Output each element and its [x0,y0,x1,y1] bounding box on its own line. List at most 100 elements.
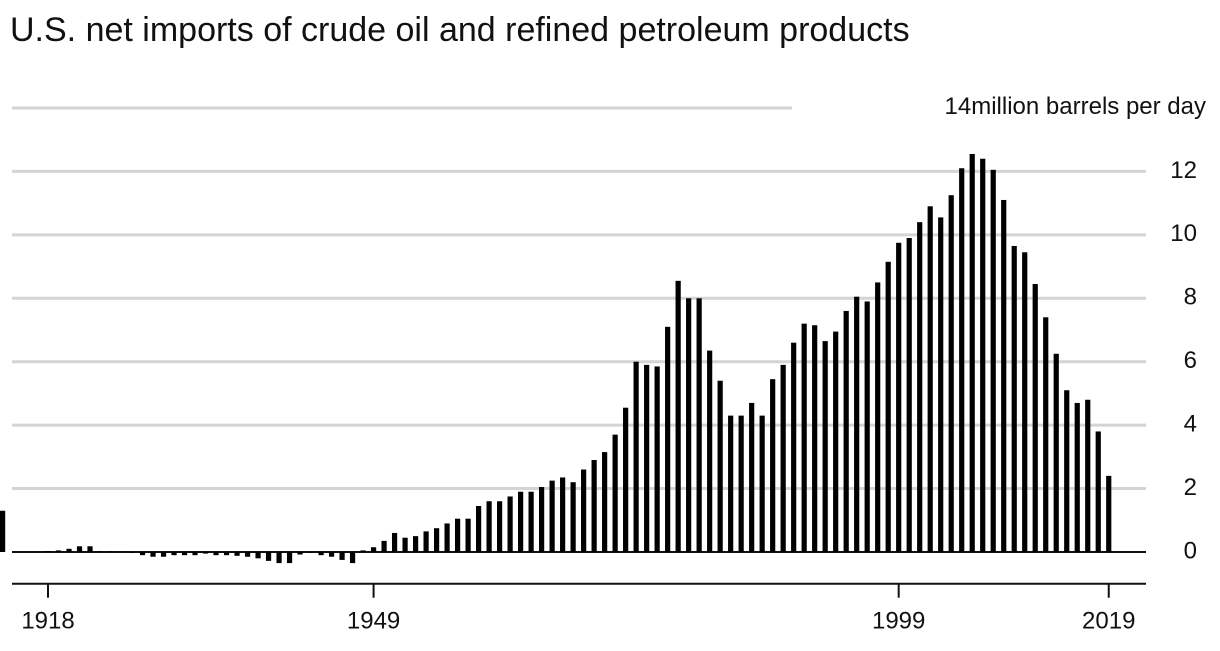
bar [623,407,629,552]
y-tick-label: 0 [1184,537,1197,564]
bar [507,496,513,552]
bar [486,501,492,552]
bar [581,469,587,552]
bar [1011,245,1017,552]
bar [192,551,198,556]
bar [665,326,671,552]
bar [602,452,608,552]
bar [1032,284,1038,552]
y-axis-label: million barrels per day [971,93,1206,120]
bar [402,537,408,552]
bar [444,523,450,552]
bar [1053,353,1059,552]
bar [791,342,797,552]
bar [854,296,860,552]
bar [139,551,146,556]
y-tick-label: 14 [945,93,972,120]
bar [875,282,881,552]
bar [833,331,839,552]
bar [906,238,912,552]
bar [476,506,482,552]
bar [1001,199,1007,552]
bar [938,217,944,552]
bar [108,551,114,552]
bar [381,540,387,552]
x-tick-label: 1949 [347,607,400,634]
bar [728,415,734,552]
bar [265,551,272,561]
bar [1106,475,1112,552]
bar [518,491,524,552]
bar [780,364,786,552]
bar [150,551,156,557]
bar [181,551,188,556]
bar [948,195,954,552]
bar [812,325,818,552]
bar [276,551,282,564]
bar [360,550,366,552]
bar [717,380,723,552]
bar [318,551,324,556]
bar [549,480,555,552]
bar [591,460,597,552]
bar [675,280,681,552]
y-tick-label: 2 [1184,474,1197,501]
bar [171,551,177,556]
y-tick-label: 6 [1184,347,1197,374]
bar [1085,399,1091,552]
y-tick-label: 10 [1170,220,1197,247]
bar [885,261,891,552]
bar [234,551,240,556]
bar [927,206,933,552]
bar [1095,431,1101,552]
bar [560,477,566,552]
bar [465,518,471,552]
bar [202,551,209,554]
bar [286,551,293,564]
bar [255,551,261,559]
bar [633,361,639,552]
bar [1064,390,1070,552]
bar [1074,402,1080,552]
bar [328,551,335,557]
bar [822,341,828,552]
bar [213,551,219,556]
bar [770,379,776,552]
bar [990,169,996,552]
bar [686,298,692,552]
bar [97,551,104,552]
bar [696,298,702,552]
bar [969,153,975,552]
bar [612,434,618,552]
bar [349,551,356,564]
bar [644,364,650,552]
bar [412,536,419,552]
bar [707,350,713,552]
y-tick-label: 8 [1184,284,1197,311]
y-tick-label: 4 [1184,410,1197,437]
bar [129,551,135,553]
y-axis-label-group: 14million barrels per day [945,93,1206,120]
bar [339,551,345,560]
bar [980,158,986,552]
bar [297,551,303,555]
bar [497,501,503,552]
chart-title: U.S. net imports of crude oil and refine… [10,11,910,49]
bar [959,168,965,552]
bar [244,551,251,557]
bar [738,415,744,552]
bar [307,551,314,553]
bar [570,482,576,552]
bar [370,547,377,552]
bar [391,532,398,552]
bar [76,546,83,552]
bar [896,242,902,552]
bar [917,222,923,552]
bar [1043,317,1049,552]
bar [749,402,755,552]
x-tick-label: 1999 [872,607,925,634]
bar [454,518,461,552]
bar [423,531,429,552]
